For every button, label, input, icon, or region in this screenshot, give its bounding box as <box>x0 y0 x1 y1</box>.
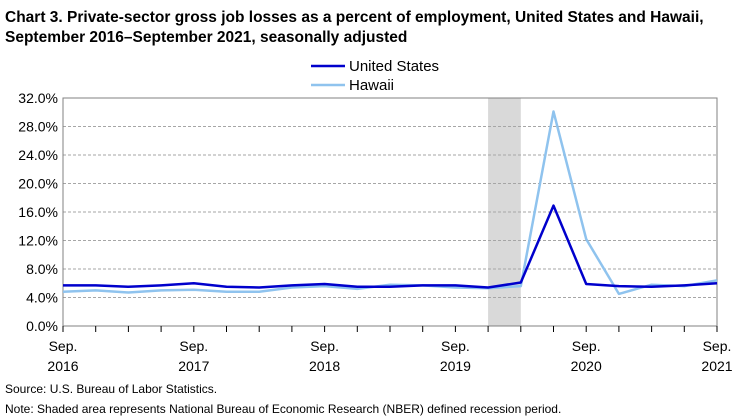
x-tick-label-year: 2021 <box>701 358 732 374</box>
x-tick-label-month: Sep. <box>703 338 732 354</box>
x-tick-label-year: 2017 <box>178 358 209 374</box>
legend-label: United States <box>349 58 439 75</box>
series-line-united-states <box>63 204 718 289</box>
x-tick-label-year: 2019 <box>440 358 471 374</box>
x-tick-label-month: Sep. <box>49 338 78 354</box>
source-note: Source: U.S. Bureau of Labor Statistics. <box>5 382 218 396</box>
y-tick-label: 24.0% <box>18 147 58 163</box>
y-tick-label: 16.0% <box>18 204 58 220</box>
x-tick-label-month: Sep. <box>179 338 208 354</box>
chart-title: Chart 3. Private-sector gross job losses… <box>5 9 704 46</box>
series-line-hawaii <box>62 110 718 296</box>
x-tick-label-year: 2020 <box>571 358 602 374</box>
recession-note: Note: Shaded area represents National Bu… <box>5 402 562 416</box>
legend-label: Hawaii <box>349 77 394 94</box>
x-tick-label-month: Sep. <box>310 338 339 354</box>
y-tick-label: 20.0% <box>18 176 58 192</box>
y-tick-label: 0.0% <box>26 318 58 334</box>
y-tick-label: 28.0% <box>18 119 58 135</box>
x-tick-label-year: 2016 <box>47 358 78 374</box>
x-tick-label-month: Sep. <box>441 338 470 354</box>
y-tick-label: 8.0% <box>26 261 58 277</box>
y-tick-label: 32.0% <box>18 90 58 106</box>
x-tick-label-month: Sep. <box>572 338 601 354</box>
y-tick-label: 12.0% <box>18 233 58 249</box>
y-tick-label: 4.0% <box>26 290 58 306</box>
x-tick-label-year: 2018 <box>309 358 340 374</box>
